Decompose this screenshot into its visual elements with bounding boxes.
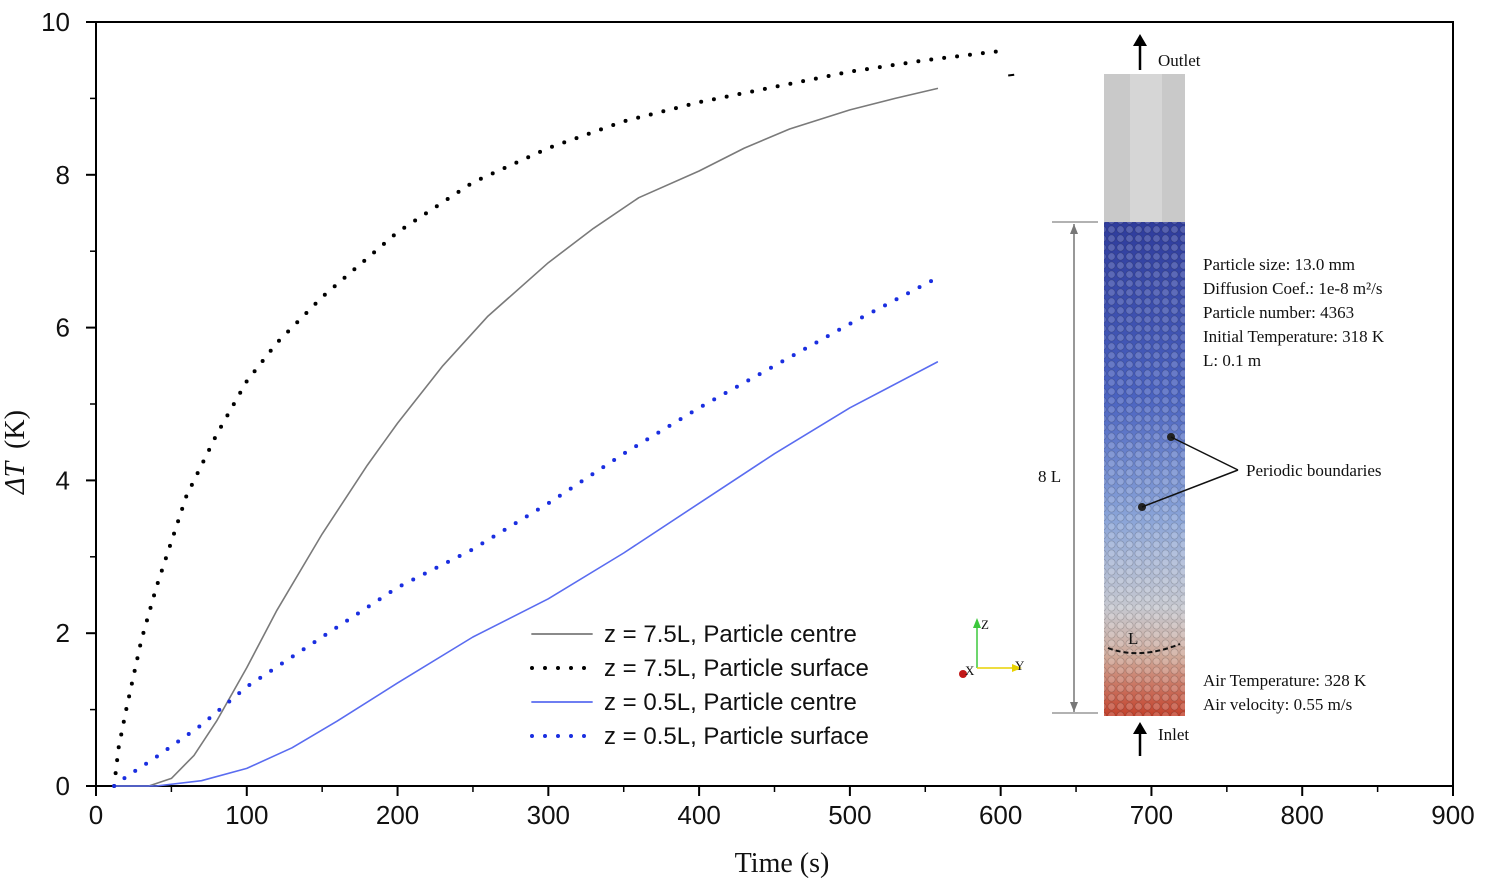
triad-x-label: X xyxy=(965,663,975,678)
triad-z-head xyxy=(973,618,981,628)
series-line-4 xyxy=(112,278,935,788)
x-tick-label: 200 xyxy=(376,800,419,830)
parameter-line: L: 0.1 m xyxy=(1203,351,1261,370)
y-axis-title: ΔT (K) xyxy=(0,410,31,495)
y-tick-label: 10 xyxy=(41,7,70,37)
y-tick-label: 4 xyxy=(56,465,70,495)
axis-triad: Z Y X xyxy=(959,617,1025,678)
length-marker-curve xyxy=(1107,643,1181,655)
series-layer xyxy=(112,49,1015,788)
axis-ticks xyxy=(86,21,1454,796)
axis-tick-labels: 0 100 200 300 400 500 600 700 800 900 0 2 4 6 8 10 xyxy=(41,7,1475,830)
x-tick-label: 0 xyxy=(89,800,103,830)
triad-z-label: Z xyxy=(981,617,989,632)
legend-label-3: z = 0.5L, Particle centre xyxy=(604,689,857,716)
boundary-label: Periodic boundaries xyxy=(1246,461,1382,480)
x-tick-label: 600 xyxy=(979,800,1022,830)
triad-x-dot xyxy=(959,670,967,678)
triad-y-head xyxy=(1012,664,1022,672)
x-axis-title: Time (s) xyxy=(735,848,830,879)
outlet-label: Outlet xyxy=(1158,51,1201,70)
outlet-arrowhead xyxy=(1133,34,1147,46)
x-tick-label: 700 xyxy=(1130,800,1173,830)
boundary-leader-upper xyxy=(1170,436,1239,471)
column-inset: Outlet Inlet 8 L L Periodic boundaries P… xyxy=(959,34,1385,756)
legend-label-2: z = 7.5L, Particle surface xyxy=(604,655,869,682)
legend-label-1: z = 7.5L, Particle centre xyxy=(604,621,857,648)
legend: z = 7.5L, Particle centre z = 7.5L, Parti… xyxy=(530,621,869,750)
series-line-3 xyxy=(113,361,939,787)
x-tick-label: 400 xyxy=(677,800,720,830)
series-segment-1 xyxy=(1008,73,1015,77)
height-arrow-top xyxy=(1070,224,1078,234)
parameter-line: Diffusion Coef.: 1e-8 m²/s xyxy=(1203,279,1383,298)
legend-label-4: z = 0.5L, Particle surface xyxy=(604,723,869,750)
series-line-1 xyxy=(113,87,939,787)
air-conditions: Air Temperature: 328 K Air velocity: 0.55… xyxy=(1203,671,1367,714)
x-tick-label: 300 xyxy=(527,800,570,830)
x-tick-label: 100 xyxy=(225,800,268,830)
y-tick-label: 6 xyxy=(56,313,70,343)
length-label: L xyxy=(1128,629,1138,648)
air-condition-line: Air Temperature: 328 K xyxy=(1203,671,1367,690)
column-highlight xyxy=(1130,74,1162,222)
inlet-arrowhead xyxy=(1133,722,1147,734)
y-tick-label: 8 xyxy=(56,160,70,190)
triad-y-label: Y xyxy=(1015,658,1025,673)
x-tick-label: 800 xyxy=(1281,800,1324,830)
boundary-leader-lower xyxy=(1141,469,1239,508)
inlet-label: Inlet xyxy=(1158,725,1189,744)
parameter-line: Particle number: 4363 xyxy=(1203,303,1354,322)
parameter-list: Particle size: 13.0 mm Diffusion Coef.: 1… xyxy=(1203,255,1385,370)
y-axis-symbol: ΔT xyxy=(0,460,31,495)
y-axis-unit: (K) xyxy=(0,410,31,449)
x-tick-label: 900 xyxy=(1431,800,1474,830)
parameter-line: Particle size: 13.0 mm xyxy=(1203,255,1355,274)
particle-bed-texture xyxy=(1104,222,1185,716)
height-arrow-bottom xyxy=(1070,702,1078,712)
y-tick-label: 0 xyxy=(56,771,70,801)
parameter-line: Initial Temperature: 318 K xyxy=(1203,327,1385,346)
air-condition-line: Air velocity: 0.55 m/s xyxy=(1203,695,1352,714)
y-tick-label: 2 xyxy=(56,618,70,648)
height-label: 8 L xyxy=(1038,467,1061,486)
series-line-2 xyxy=(112,49,1003,788)
x-tick-label: 500 xyxy=(828,800,871,830)
